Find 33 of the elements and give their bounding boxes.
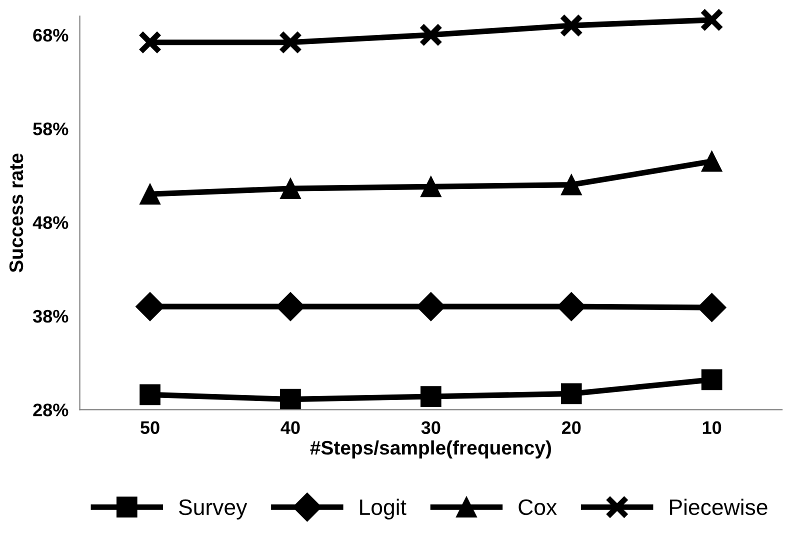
legend-label: Survey xyxy=(179,499,248,520)
point xyxy=(276,292,305,322)
x-tick-label: 20 xyxy=(562,421,581,434)
point xyxy=(700,8,724,32)
y-tick-label: 28% xyxy=(33,404,68,416)
x-tick-label: 10 xyxy=(702,421,722,434)
point xyxy=(420,386,442,407)
point xyxy=(420,176,442,198)
point xyxy=(278,30,302,54)
legend-label: Logit xyxy=(360,498,406,520)
legend-label: Piecewise xyxy=(670,498,768,516)
point xyxy=(136,292,164,322)
point xyxy=(419,23,443,47)
point xyxy=(701,369,722,390)
y-axis-title: Success rate xyxy=(9,154,24,272)
y-tick-label: 38% xyxy=(32,310,68,323)
point xyxy=(560,383,582,404)
point xyxy=(701,150,722,172)
legend-label: Cox xyxy=(518,499,557,516)
point xyxy=(280,388,301,410)
y-tick-label: 68% xyxy=(33,28,68,42)
y-tick-label: 48% xyxy=(32,216,68,229)
x-tick-label: 50 xyxy=(140,421,160,434)
x-axis-title: #Steps/sample(frequency) xyxy=(310,440,551,458)
point xyxy=(140,384,160,406)
point xyxy=(138,30,162,54)
x-tick-label: 40 xyxy=(280,421,300,434)
x-tick-label: 30 xyxy=(421,421,440,434)
point xyxy=(280,178,301,199)
point xyxy=(560,14,584,38)
point xyxy=(560,174,582,196)
y-tick-label: 58% xyxy=(33,122,68,136)
point xyxy=(140,184,160,205)
